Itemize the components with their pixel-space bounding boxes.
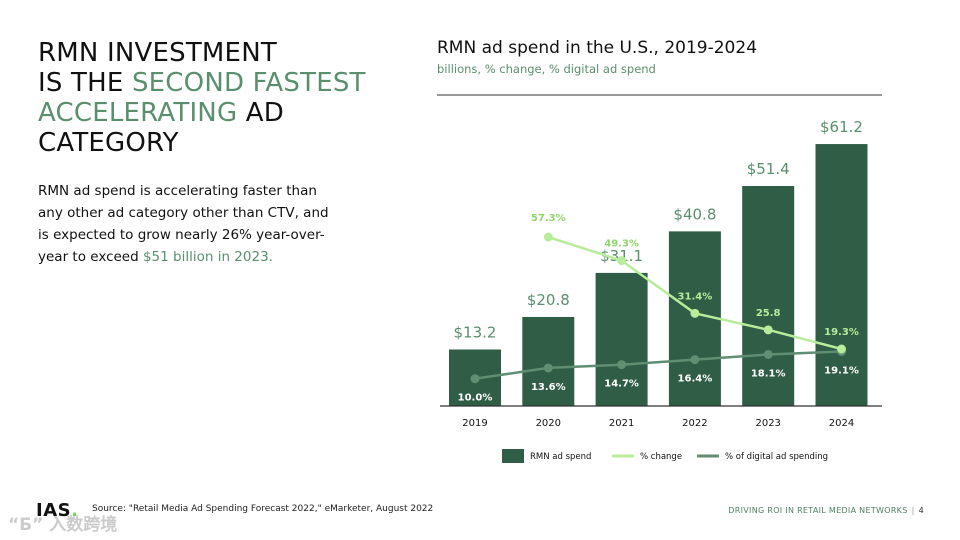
bar-value-label-2024: $61.2 bbox=[820, 118, 863, 136]
headline-line-3-suffix: AD bbox=[237, 98, 284, 128]
percent-change-label-2022: 31.4% bbox=[678, 291, 713, 302]
percent-change-point-2023 bbox=[763, 325, 773, 335]
x-tick-label-2024: 2024 bbox=[829, 418, 854, 429]
headline: RMN INVESTMENT IS THE SECOND FASTEST ACC… bbox=[38, 38, 368, 158]
bar-2021 bbox=[595, 272, 648, 406]
digital-share-label-2023: 18.1% bbox=[751, 368, 786, 379]
source-note: Source: "Retail Media Ad Spending Foreca… bbox=[92, 504, 434, 514]
ias-logo: IAS. bbox=[36, 500, 78, 521]
percent-change-point-2024 bbox=[837, 344, 846, 354]
percent-change-label-2021: 49.3% bbox=[604, 239, 639, 250]
legend-label-rmn-ad-spend: RMN ad spend bbox=[530, 452, 591, 462]
percent-change-point-2021 bbox=[617, 256, 627, 266]
body-text: RMN ad spend is accelerating faster than… bbox=[38, 183, 329, 265]
bar-2023 bbox=[742, 186, 795, 406]
digital-share-line bbox=[474, 350, 842, 380]
footer-deck-title: DRIVING ROI IN RETAIL MEDIA NETWORKS bbox=[728, 506, 908, 515]
page-number: 4 bbox=[918, 506, 924, 515]
x-tick-label-2023: 2023 bbox=[755, 418, 780, 429]
bar-value-label-2020: $20.8 bbox=[527, 291, 570, 309]
x-tick-label-2019: 2019 bbox=[462, 418, 487, 429]
x-tick-label-2021: 2021 bbox=[609, 418, 634, 429]
headline-line-2-accent: SECOND FASTEST bbox=[131, 68, 366, 98]
digital-share-point-2021 bbox=[617, 360, 627, 370]
percent-change-label-2024: 19.3% bbox=[824, 327, 859, 338]
percent-change-label-2020: 57.3% bbox=[531, 213, 566, 224]
chart-subtitle: billions, % change, % digital ad spend bbox=[437, 62, 656, 76]
digital-share-point-2023 bbox=[763, 349, 773, 359]
bar-2020 bbox=[522, 316, 575, 406]
percent-change-point-2022 bbox=[690, 308, 700, 318]
bar-value-label-2022: $40.8 bbox=[673, 205, 716, 223]
chart-title: RMN ad spend in the U.S., 2019-2024 bbox=[437, 38, 758, 58]
bar-value-label-2023: $51.4 bbox=[747, 160, 790, 178]
x-tick-label-2022: 2022 bbox=[682, 418, 707, 429]
headline-line-4: CATEGORY bbox=[38, 128, 179, 158]
legend-swatch-rmn-ad-spend bbox=[502, 449, 524, 463]
digital-share-label-2020: 13.6% bbox=[531, 382, 566, 393]
bar-2022 bbox=[668, 231, 721, 406]
body-paragraph: RMN ad spend is accelerating faster than… bbox=[38, 180, 338, 268]
headline-line-1: RMN INVESTMENT bbox=[38, 38, 277, 68]
digital-share-point-2019 bbox=[470, 374, 480, 384]
bar-value-label-2019: $13.2 bbox=[454, 324, 497, 342]
ias-logo-text: IAS bbox=[36, 500, 72, 521]
bar-2024 bbox=[815, 144, 868, 406]
digital-share-label-2024: 19.1% bbox=[824, 366, 859, 377]
x-tick-label-2020: 2020 bbox=[536, 418, 561, 429]
legend-label-digital-share: % of digital ad spending bbox=[725, 452, 828, 462]
footer-right: DRIVING ROI IN RETAIL MEDIA NETWORKS | 4 bbox=[728, 506, 924, 515]
digital-share-point-2020 bbox=[543, 363, 553, 373]
digital-share-label-2019: 10.0% bbox=[458, 393, 493, 404]
footer-separator: | bbox=[911, 506, 915, 515]
digital-share-label-2022: 16.4% bbox=[678, 374, 713, 385]
body-accent-text: $51 billion in 2023. bbox=[142, 249, 273, 265]
watermark: “Б” 入数跨境 bbox=[8, 515, 118, 535]
percent-change-point-2020 bbox=[543, 232, 553, 242]
headline-line-3-accent: ACCELERATING bbox=[38, 98, 238, 128]
digital-share-label-2021: 14.7% bbox=[604, 379, 639, 390]
ias-logo-dot: . bbox=[71, 500, 79, 521]
headline-line-2-prefix: IS THE bbox=[38, 68, 132, 98]
digital-share-point-2022 bbox=[690, 355, 700, 365]
legend-label-percent-change: % change bbox=[640, 452, 682, 462]
percent-change-label-2023: 25.8 bbox=[756, 308, 781, 319]
bar-value-label-2021: $31.1 bbox=[600, 247, 643, 265]
